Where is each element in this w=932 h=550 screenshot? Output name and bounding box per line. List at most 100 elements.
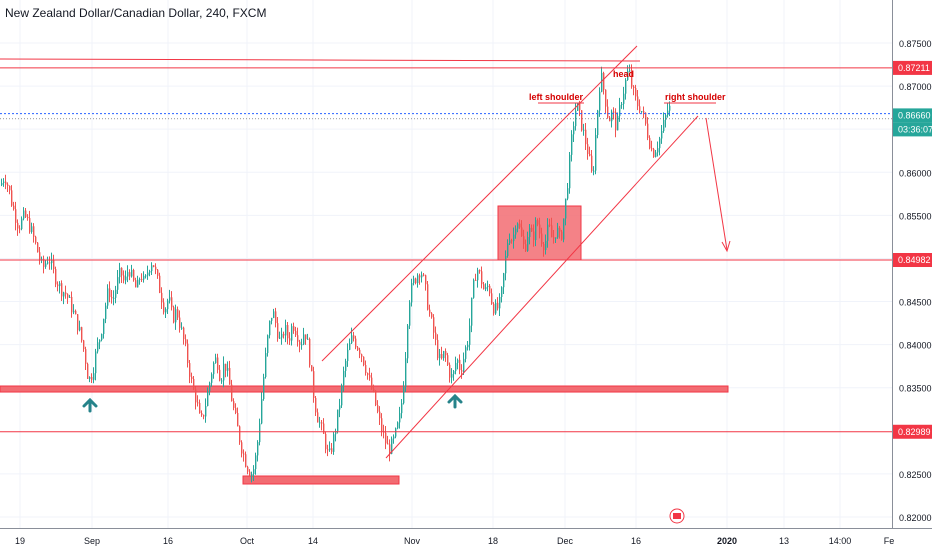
candle-body: [409, 302, 411, 326]
candle-body: [419, 275, 421, 278]
candle-body: [483, 284, 485, 290]
candle-body: [193, 378, 195, 390]
candle-body: [629, 70, 631, 72]
candle-body: [607, 106, 609, 118]
candle-body: [153, 265, 155, 267]
candle-body: [129, 272, 131, 277]
candle-body: [495, 302, 497, 314]
candle-body: [43, 259, 45, 267]
projection-arrow: [705, 117, 728, 251]
candle-body: [547, 224, 549, 241]
candle-body: [499, 296, 501, 309]
price-axis[interactable]: 0.875000.870000.865000.860000.855000.850…: [893, 39, 932, 523]
candle-body: [37, 242, 39, 253]
candle-body: [551, 225, 553, 238]
candle-body: [25, 210, 27, 217]
candle-body: [655, 152, 657, 157]
candle-body: [535, 220, 537, 241]
candle-body: [595, 134, 597, 171]
candle-body: [353, 335, 355, 339]
candle-body: [445, 351, 447, 356]
candle-body: [85, 349, 87, 364]
candle-body: [5, 181, 7, 185]
candle-body: [303, 334, 305, 345]
candle-body: [133, 270, 135, 281]
candle-body: [371, 377, 373, 389]
candle-body: [111, 297, 113, 299]
candle-body: [397, 422, 399, 429]
x-tick-label: Fe: [884, 536, 895, 546]
x-tick-label: 2020: [717, 536, 737, 546]
candles: [1, 64, 671, 483]
candle-body: [521, 227, 523, 237]
candle-body: [15, 209, 17, 223]
candle-body: [115, 289, 117, 298]
candle-body: [493, 303, 495, 314]
candle-body: [175, 309, 177, 323]
candle-body: [201, 413, 203, 415]
candle-body: [513, 234, 515, 242]
candle-body: [233, 401, 235, 408]
price-label-resistance-bg: [893, 60, 932, 75]
candle-body: [413, 278, 415, 284]
candle-body: [377, 405, 379, 412]
candle-body: [389, 444, 391, 454]
candle-body: [315, 397, 317, 413]
candle-body: [271, 317, 273, 321]
candle-body: [373, 388, 375, 391]
candle-body: [561, 231, 563, 240]
candle-body: [99, 339, 101, 343]
candle-body: [403, 386, 405, 404]
candle-body: [307, 338, 309, 340]
candle-body: [247, 466, 249, 472]
x-tick-label: Oct: [240, 536, 255, 546]
price-label-mid-bg: [893, 253, 932, 268]
candle-body: [173, 307, 175, 323]
projection-arrow-head: [721, 240, 731, 253]
candle-body: [631, 70, 633, 87]
candle-body: [509, 240, 511, 244]
candle-body: [519, 223, 521, 228]
time-axis-divider: [0, 528, 932, 529]
candle-body: [327, 449, 329, 451]
candle-body: [163, 302, 165, 313]
candle-body: [317, 412, 319, 423]
price-axis-divider: [892, 0, 893, 528]
candle-body: [293, 326, 295, 331]
up-arrow-left: [82, 397, 98, 413]
candle-body: [229, 367, 231, 385]
candle-body: [91, 376, 93, 380]
candle-body: [329, 448, 331, 451]
candle-body: [539, 224, 541, 234]
candle-body: [537, 220, 539, 225]
candle-body: [251, 474, 253, 477]
candle-body: [553, 237, 555, 239]
candle-body: [53, 259, 55, 270]
candle-body: [75, 310, 77, 315]
candle-body: [665, 115, 667, 120]
candle-body: [205, 405, 207, 417]
candle-body: [643, 111, 645, 113]
candle-body: [261, 399, 263, 424]
candle-body: [335, 431, 337, 435]
candle-body: [19, 228, 21, 230]
candle-body: [325, 433, 327, 450]
candle-body: [237, 412, 239, 427]
candle-body: [503, 273, 505, 288]
candle-body: [265, 353, 267, 378]
candle-body: [431, 313, 433, 318]
candle-body: [529, 227, 531, 238]
candle-body: [255, 455, 257, 470]
time-axis[interactable]: 19 Sep 16 Oct 14 Nov 18 Dec 16 2020 13 14:00 Fe: [15, 536, 894, 546]
candle-body: [269, 320, 271, 336]
level-line-top: [0, 58, 641, 62]
candle-body: [505, 255, 507, 274]
candle-body: [523, 236, 525, 245]
candle-body: [611, 111, 613, 122]
y-tick-label: 0.84000: [899, 341, 932, 351]
y-tick-label: 0.87000: [899, 82, 932, 92]
candle-body: [189, 363, 191, 377]
y-tick-label: 0.82500: [899, 470, 932, 480]
candle-body: [587, 144, 589, 155]
